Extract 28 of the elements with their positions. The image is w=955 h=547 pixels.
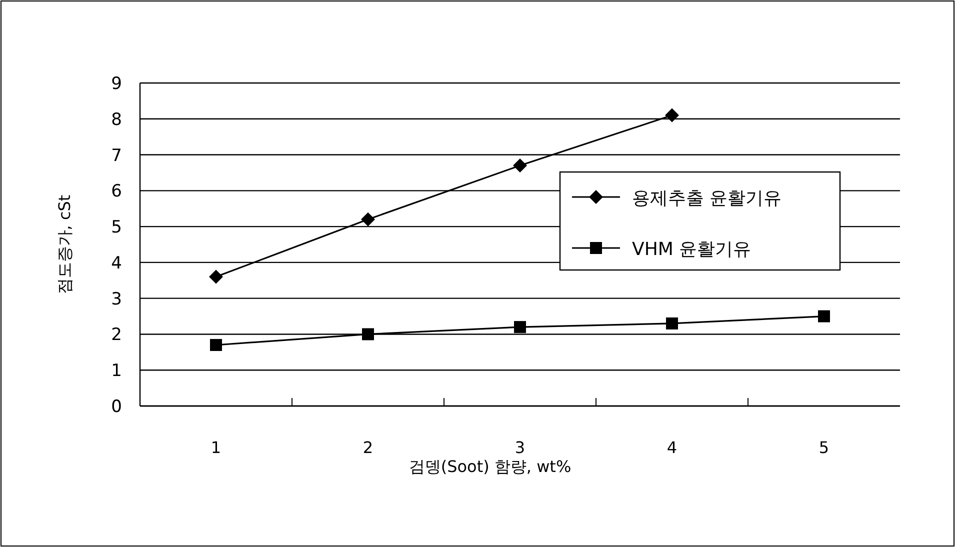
- x-tick-label: 3: [514, 438, 526, 457]
- point: [666, 317, 678, 330]
- point: [210, 338, 222, 351]
- point: [513, 158, 527, 173]
- point: [209, 270, 223, 284]
- point: [665, 108, 679, 122]
- point: [818, 310, 830, 322]
- x-tick-label: 1: [210, 438, 222, 457]
- y-tick-label: 3: [111, 289, 122, 310]
- x-tick-label: 2: [362, 438, 374, 457]
- legend-label: VHM 윤활기유: [632, 239, 752, 260]
- point: [361, 212, 375, 226]
- y-tick-label: 2: [111, 325, 122, 346]
- y-tick-label: 5: [111, 218, 122, 238]
- y-tick-label: 4: [111, 253, 122, 274]
- x-tick-label: 4: [666, 438, 678, 457]
- point: [362, 328, 374, 340]
- y-tick-label: 6: [111, 182, 122, 202]
- y-tick-label: 9: [111, 74, 122, 94]
- y-tick-label: 1: [111, 361, 122, 382]
- y-axis-title: 점도증가, cSt: [55, 194, 74, 294]
- x-axis-title: 검뎅(Soot) 함량, wt%: [408, 457, 572, 476]
- y-tick-label: 0: [111, 397, 122, 417]
- legend-label: 용제추출 윤활기유: [632, 188, 782, 209]
- y-tick-label: 7: [111, 146, 122, 166]
- y-tick-label: 8: [111, 110, 122, 130]
- point: [514, 321, 526, 334]
- x-tick-label: 5: [818, 438, 830, 457]
